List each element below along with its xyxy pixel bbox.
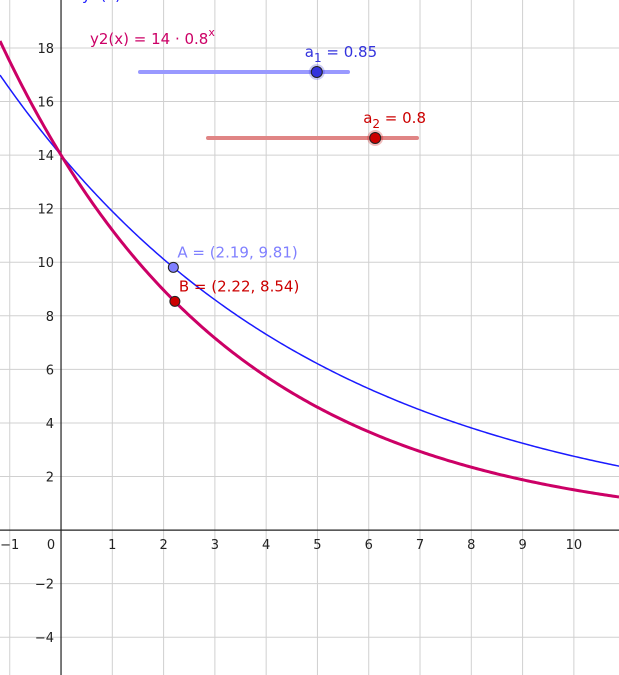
x-tick-label: 1 [108,538,116,553]
slider-label-name: a [363,109,372,127]
y-tick-label: 18 [37,42,54,57]
x-tick-label: 2 [159,538,167,553]
x-tick-label: 0 [47,538,55,553]
x-tick-label: 6 [365,538,373,553]
point-label: B = (2.22, 8.54) [179,277,299,295]
slider-label-value: = 0.85 [322,43,378,61]
x-tick-label: 10 [566,538,583,553]
x-tick-label: 4 [262,538,270,553]
point-label: A = (2.19, 9.81) [177,243,297,261]
function-label-exponent: x [208,26,215,39]
y-tick-label: −4 [35,631,54,646]
point[interactable] [167,261,179,273]
function-label-text: y1(x) = 14 · 0.85 [82,0,210,4]
y-tick-label: 10 [37,256,54,271]
x-tick-label: 5 [313,538,321,553]
y-tick-label: 16 [37,96,54,111]
y-tick-label: 12 [37,203,54,218]
x-tick-label: 3 [211,538,219,553]
slider-label-subscript: 2 [372,117,380,131]
y-tick-label: 14 [37,149,54,164]
function-label: y1(x) = 14 · 0.85x [82,0,217,4]
function-label-text: y2(x) = 14 · 0.8 [90,30,208,48]
slider-point[interactable] [369,132,382,144]
slider-label: a1 = 0.85 [305,43,377,65]
point[interactable] [169,295,181,307]
function-curve [0,74,619,467]
function-curve [0,40,619,499]
slider-label: a2 = 0.8 [363,109,426,131]
slider-label-subscript: 1 [314,51,322,65]
x-tick-label: 9 [518,538,526,553]
x-tick-label: 7 [416,538,424,553]
y-tick-label: −2 [35,578,54,593]
slider-label-name: a [305,43,314,61]
y-tick-label: 8 [46,310,54,325]
x-tick-label: 8 [467,538,475,553]
y-tick-label: 6 [46,363,54,378]
function-label: y2(x) = 14 · 0.8x [90,26,215,48]
y-tick-label: 4 [46,417,54,432]
y-tick-label: 2 [46,471,54,486]
slider-point[interactable] [310,66,323,78]
slider-label-value: = 0.8 [380,109,426,127]
x-tick-label: −1 [0,538,19,553]
